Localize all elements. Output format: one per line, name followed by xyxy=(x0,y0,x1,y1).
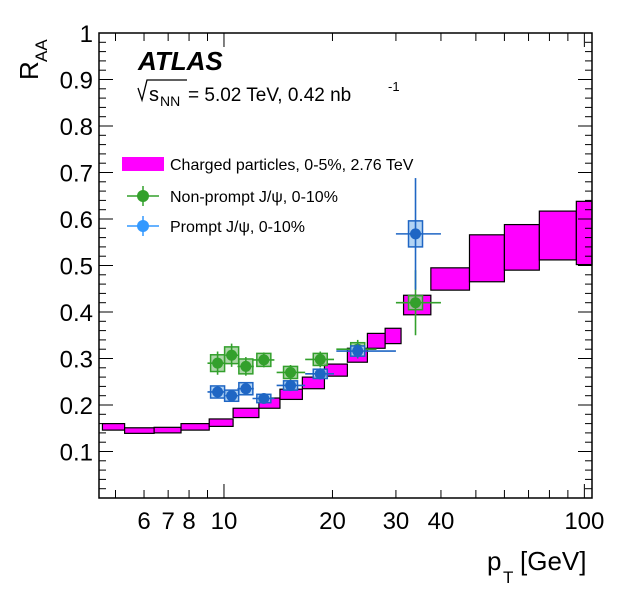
y-axis-label-base: R xyxy=(14,61,44,80)
x-tick-label-4: 20 xyxy=(319,508,346,535)
y-tick-label-0: 0.1 xyxy=(60,440,93,467)
legend-label-prompt: Prompt J/ψ, 0-10% xyxy=(170,219,305,236)
legend-swatch-charged xyxy=(122,157,164,171)
band-bin-14 xyxy=(430,267,471,291)
sqrt-symbol xyxy=(137,79,187,103)
legend: Charged particles, 0-5%, 2.76 TeV Non-pr… xyxy=(122,157,414,236)
x-tick-label-0: 6 xyxy=(137,508,150,535)
y-tick-label-8: 0.9 xyxy=(60,68,93,95)
x-axis-label-unit: [GeV] xyxy=(520,546,586,576)
y-tick-label-4: 0.5 xyxy=(60,254,93,281)
x-tick-label-7: 100 xyxy=(564,508,604,535)
prompt-point-5 xyxy=(314,368,326,380)
experiment-label: ATLAS xyxy=(137,46,223,76)
x-axis-label: p T [GeV] xyxy=(487,546,586,587)
x-tick-label-2: 8 xyxy=(182,508,195,535)
band-bin-15 xyxy=(468,234,506,283)
prompt-point-0 xyxy=(212,386,224,398)
y-tick-label-1: 0.2 xyxy=(60,393,93,420)
nonprompt-point-7 xyxy=(410,297,422,309)
legend-label-charged: Charged particles, 0-5%, 2.76 TeV xyxy=(170,157,414,174)
charged-particle-band-layer xyxy=(101,200,593,434)
prompt-point-3 xyxy=(258,392,270,404)
x-axis-label-base: p xyxy=(487,546,501,576)
y-tick-label-2: 0.3 xyxy=(60,347,93,374)
energy-label: = 5.02 TeV, 0.42 nb xyxy=(188,85,351,106)
nonprompt-point-5 xyxy=(314,353,326,365)
band-bin-16 xyxy=(503,223,540,271)
band-bin-5 xyxy=(232,407,260,419)
energy-exponent: -1 xyxy=(388,79,400,94)
y-tick-label-7: 0.8 xyxy=(60,114,93,141)
prompt-point-6 xyxy=(352,345,364,357)
prompt-point-4 xyxy=(285,379,297,391)
band-bin-11 xyxy=(366,332,386,349)
prompt-point-2 xyxy=(240,383,252,395)
band-bin-18 xyxy=(575,200,593,266)
legend-marker-prompt xyxy=(137,220,149,232)
energy-s: s xyxy=(149,84,159,106)
plot-frame xyxy=(98,32,593,499)
x-tick-label-5: 30 xyxy=(383,508,410,535)
band-bin-0 xyxy=(101,423,126,431)
nonprompt-point-3 xyxy=(258,354,270,366)
band-bin-2 xyxy=(153,426,182,434)
y-axis-label-sub: AA xyxy=(32,39,51,62)
nonprompt-point-2 xyxy=(240,360,252,372)
y-tick-label-9: 1 xyxy=(80,21,93,48)
x-tick-label-3: 10 xyxy=(211,508,238,535)
y-axis-label: R AA xyxy=(14,39,51,80)
prompt-point-7 xyxy=(410,228,422,240)
band-bin-1 xyxy=(124,427,155,434)
nonprompt-point-4 xyxy=(285,366,297,378)
x-tick-label-1: 7 xyxy=(161,508,174,535)
y-tick-label-6: 0.7 xyxy=(60,161,93,188)
prompt-point-1 xyxy=(226,390,238,402)
nonprompt-point-1 xyxy=(226,349,238,361)
nonprompt-point-0 xyxy=(212,357,224,369)
legend-label-nonprompt: Non-prompt J/ψ, 0-10% xyxy=(170,189,338,206)
band-bin-3 xyxy=(180,423,210,431)
jpsi-points-layer xyxy=(207,178,441,404)
y-tick-label-3: 0.4 xyxy=(60,300,93,327)
y-tick-label-5: 0.6 xyxy=(60,207,93,234)
x-axis-label-sub: T xyxy=(503,568,513,587)
legend-marker-nonprompt xyxy=(137,190,149,202)
energy-nn: NN xyxy=(160,93,180,109)
band-bin-4 xyxy=(208,418,234,427)
band-bin-17 xyxy=(538,210,577,261)
x-tick-label-6: 40 xyxy=(428,508,455,535)
band-bin-12 xyxy=(384,327,402,345)
